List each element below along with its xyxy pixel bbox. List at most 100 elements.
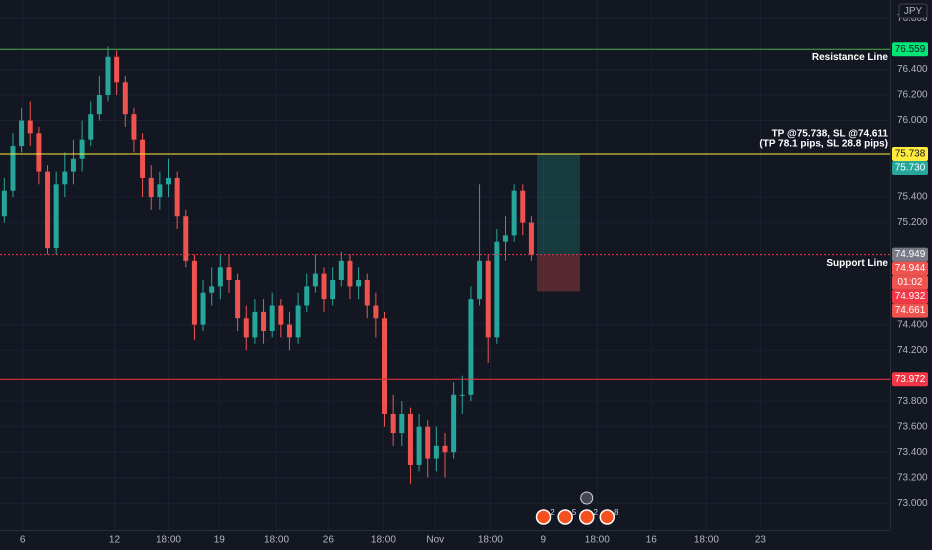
candle-body: [304, 286, 310, 306]
candle-body: [321, 273, 327, 300]
y-tick-label: 74.200: [897, 345, 928, 356]
x-tick-label: 18:00: [478, 535, 503, 546]
candle-body: [88, 114, 94, 140]
candle-body: [399, 413, 405, 434]
candle-body: [425, 426, 431, 459]
candle-body: [442, 445, 448, 453]
event-icon: [578, 509, 595, 525]
candle-body: [295, 305, 301, 338]
candle-body: [140, 139, 146, 178]
price-tag-label: 76.559: [895, 44, 926, 55]
price-tag: [892, 303, 928, 318]
price-tag: [892, 372, 928, 387]
y-tick-label: 74.400: [897, 319, 928, 330]
y-tick-label: 73.000: [897, 498, 928, 509]
candle-body: [511, 190, 517, 236]
currency-badge[interactable]: [898, 3, 928, 19]
line-label: Resistance Line: [812, 52, 889, 63]
candle-body: [347, 260, 353, 287]
candle-body: [45, 171, 51, 249]
candle-body: [373, 305, 379, 319]
candle-body: [131, 114, 137, 140]
y-tick-label: 73.600: [897, 421, 928, 432]
candle-body: [364, 279, 370, 306]
price-tag: [892, 275, 928, 290]
candle-body: [520, 190, 526, 223]
loss-zone: [537, 254, 581, 292]
candle-body: [217, 267, 223, 287]
line-label: Support Line: [826, 258, 888, 269]
candle-body: [502, 235, 508, 242]
candle-body: [433, 445, 439, 459]
position-label: TP @75.738, SL @74.611: [772, 129, 889, 140]
candle-body: [226, 267, 232, 280]
candle-body: [114, 56, 120, 83]
x-tick-label: 26: [323, 535, 335, 546]
event-icon: [580, 491, 594, 505]
candle-body: [416, 426, 422, 465]
x-tick-label: 16: [646, 535, 658, 546]
candle-body: [528, 222, 534, 255]
candle-body: [243, 318, 249, 338]
event-icon: [557, 509, 573, 525]
candle-body: [157, 184, 163, 198]
candle-body: [468, 299, 474, 395]
candle-body: [19, 120, 25, 147]
x-tick-label: 6: [20, 535, 26, 546]
x-tick-label: 18:00: [371, 535, 396, 546]
candle-body: [278, 305, 284, 325]
candle-body: [286, 324, 292, 338]
candle-body: [209, 286, 215, 293]
y-tick-label: 73.800: [897, 396, 928, 407]
x-tick-label: 18:00: [156, 535, 181, 546]
candle-body: [62, 171, 68, 185]
candle-body: [494, 241, 500, 338]
candle-body: [261, 311, 267, 332]
candle-body: [252, 311, 258, 338]
event-count: 2: [594, 508, 599, 517]
y-tick-label: 75.400: [897, 192, 928, 203]
event-count: 8: [614, 508, 619, 517]
event-icon: [599, 509, 616, 525]
candle-body: [165, 177, 171, 185]
candle-body: [183, 216, 189, 261]
price-tag-label: 75.738: [895, 149, 926, 160]
price-tag-label: 75.730: [895, 163, 926, 174]
y-tick-label: 76.800: [897, 13, 928, 24]
candle-body: [200, 292, 206, 325]
candle-body: [485, 260, 491, 338]
price-tag: [892, 160, 928, 175]
candle-body: [459, 394, 465, 396]
event-count: 5: [572, 508, 577, 517]
candle-body: [269, 305, 275, 332]
candle-body: [382, 318, 388, 414]
candle-body: [312, 273, 318, 287]
candle-body: [53, 184, 59, 249]
x-tick-label: 23: [755, 535, 767, 546]
price-tag: [892, 146, 928, 161]
x-tick-label: 12: [109, 535, 121, 546]
candle-body: [148, 177, 154, 198]
candle-body: [70, 158, 76, 172]
candle-body: [10, 146, 16, 191]
x-tick-label: 19: [214, 535, 226, 546]
event-count: 2: [550, 508, 555, 517]
currency-label: JPY: [904, 6, 923, 17]
candle-body: [191, 260, 197, 325]
price-tag-label: 74.944: [895, 263, 926, 274]
x-tick-label: 18:00: [585, 535, 610, 546]
x-tick-label: 9: [541, 535, 547, 546]
candle-body: [1, 190, 7, 217]
candle-body: [235, 279, 241, 319]
y-tick-label: 76.000: [897, 115, 928, 126]
candle-body: [390, 413, 396, 434]
price-tag: [892, 289, 928, 304]
price-tag-label: 74.932: [895, 291, 926, 302]
y-tick-label: 76.200: [897, 90, 928, 101]
price-tag-label: 73.972: [895, 374, 926, 385]
price-tag: [892, 247, 928, 262]
x-tick-label: 18:00: [264, 535, 289, 546]
y-tick-label: 76.400: [897, 64, 928, 75]
x-tick-label: 18:00: [694, 535, 719, 546]
